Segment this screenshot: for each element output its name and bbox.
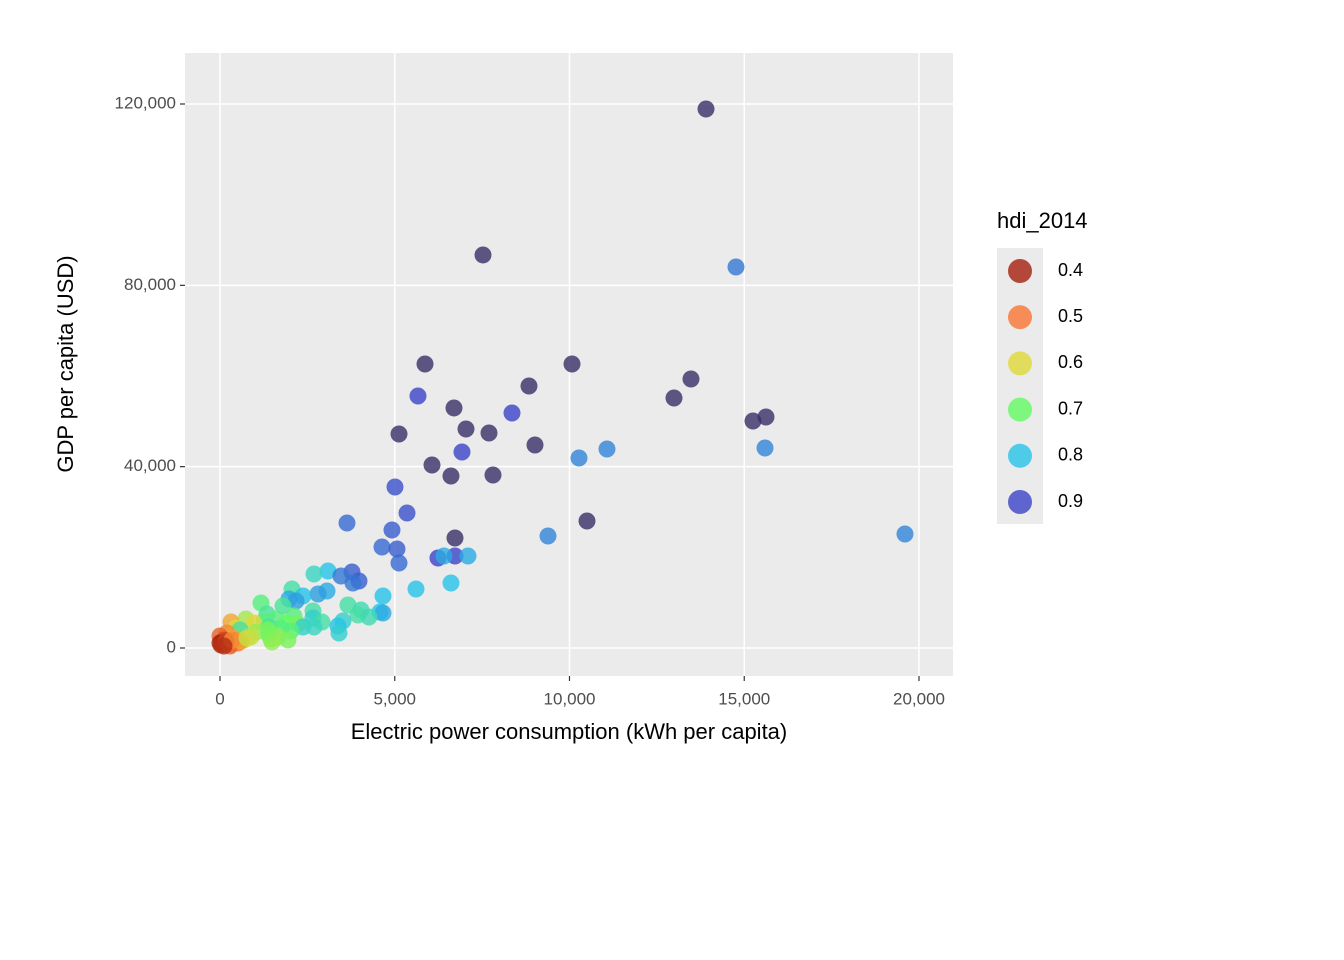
- legend-label: 0.8: [1058, 445, 1083, 465]
- legend-label: 0.7: [1058, 398, 1083, 418]
- point: [279, 631, 297, 649]
- legend-key: [1008, 490, 1032, 514]
- point: [344, 574, 362, 592]
- point: [598, 440, 616, 458]
- point: [446, 529, 464, 547]
- point: [305, 618, 323, 636]
- point: [474, 246, 492, 264]
- point: [480, 424, 498, 442]
- point: [338, 514, 356, 532]
- point: [563, 355, 581, 373]
- point: [445, 399, 463, 417]
- point: [744, 412, 762, 430]
- point: [578, 512, 596, 530]
- y-tick-label: 120,000: [115, 93, 176, 112]
- point: [526, 436, 544, 454]
- y-axis-title: GDP per capita (USD): [53, 255, 78, 472]
- legend-key: [1008, 259, 1032, 283]
- point: [388, 540, 406, 558]
- point: [727, 258, 745, 276]
- point: [520, 377, 538, 395]
- point: [390, 425, 408, 443]
- point: [407, 580, 425, 598]
- x-tick-label: 20,000: [893, 689, 945, 708]
- point: [423, 456, 441, 474]
- point: [238, 629, 256, 647]
- point: [459, 547, 477, 565]
- point: [319, 562, 337, 580]
- point: [409, 387, 427, 405]
- point: [756, 439, 774, 457]
- legend: 0.4 0.5 0.6 0.7 0.8 0.9: [1008, 259, 1083, 514]
- point: [287, 592, 305, 610]
- point: [309, 585, 327, 603]
- point: [539, 527, 557, 545]
- point: [682, 370, 700, 388]
- point: [416, 355, 434, 373]
- point: [374, 604, 392, 622]
- point: [274, 597, 292, 615]
- point: [457, 420, 475, 438]
- point: [570, 449, 588, 467]
- point: [484, 466, 502, 484]
- point: [305, 565, 323, 583]
- point: [373, 538, 391, 556]
- axes: 0 5,000 10,000 15,000 20,000 0 40,000 80,000 120…: [115, 93, 945, 708]
- y-tick-label: 0: [167, 637, 176, 656]
- legend-key: [1008, 351, 1032, 376]
- y-tick-label: 80,000: [124, 275, 176, 294]
- points: [211, 100, 914, 655]
- x-tick-label: 10,000: [543, 689, 595, 708]
- legend-label: 0.6: [1058, 352, 1083, 372]
- point: [383, 521, 401, 539]
- point: [215, 637, 233, 655]
- point: [398, 504, 416, 522]
- point: [757, 408, 775, 426]
- legend-label: 0.9: [1058, 491, 1083, 511]
- point: [330, 624, 348, 642]
- x-tick-label: 5,000: [373, 689, 416, 708]
- x-tick-label: 15,000: [718, 689, 770, 708]
- point: [503, 404, 521, 422]
- legend-key-background: [997, 248, 1043, 524]
- x-tick-label: 0: [215, 689, 224, 708]
- point: [360, 608, 378, 626]
- point: [374, 587, 392, 605]
- legend-key: [1008, 443, 1032, 468]
- legend-label: 0.4: [1058, 260, 1083, 280]
- legend-key: [1008, 305, 1032, 330]
- point: [259, 621, 277, 639]
- point: [453, 443, 471, 461]
- point: [435, 547, 453, 565]
- x-axis-title: Electric power consumption (kWh per capi…: [351, 719, 788, 744]
- point: [697, 100, 715, 118]
- legend-label: 0.5: [1058, 306, 1083, 326]
- point: [386, 478, 404, 496]
- point: [442, 574, 460, 592]
- point: [442, 467, 460, 485]
- point: [665, 389, 683, 407]
- point: [390, 554, 408, 572]
- y-tick-label: 40,000: [124, 456, 176, 475]
- legend-key: [1008, 397, 1032, 422]
- legend-title: hdi_2014: [997, 208, 1088, 233]
- point: [896, 525, 914, 543]
